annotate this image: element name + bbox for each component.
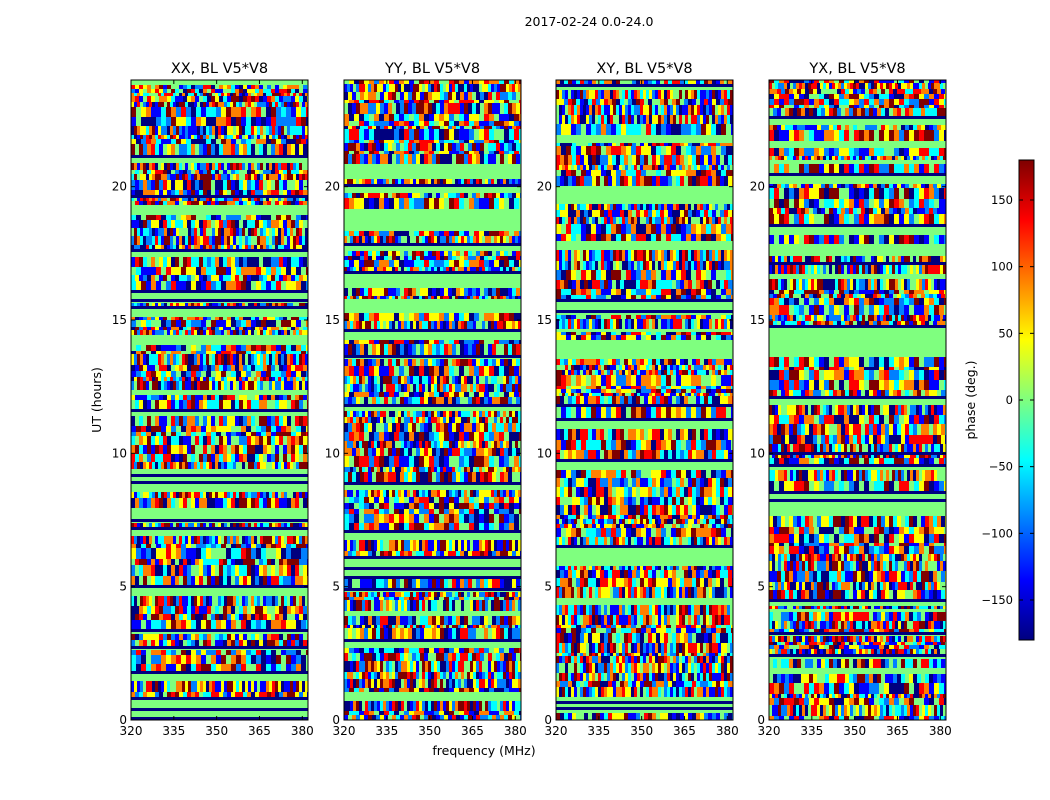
y-tick-label: 10 — [112, 446, 127, 460]
x-axis-label: frequency (MHz) — [432, 743, 535, 758]
x-tick-label: 335 — [800, 724, 823, 738]
phase-heatmap — [131, 80, 308, 720]
x-tick-label: 365 — [248, 724, 271, 738]
x-tick-label: 350 — [418, 724, 441, 738]
x-tick-label: 335 — [587, 724, 610, 738]
panel-title: YY, BL V5*V8 — [384, 61, 480, 77]
y-tick-label: 15 — [325, 313, 340, 327]
y-tick-label: 10 — [750, 446, 765, 460]
figure-suptitle: 2017-02-24 0.0-24.0 — [525, 14, 654, 29]
y-axis-label: UT (hours) — [89, 367, 104, 433]
colorbar-tick-label: −50 — [989, 460, 1013, 474]
y-tick-label: 0 — [757, 713, 765, 727]
panel-1: XX, BL V5*V8 320 335 350 365 380 0 5 10 15 20 UT (h… — [89, 61, 314, 738]
x-tick-label: 350 — [843, 724, 866, 738]
phase-heatmap — [556, 80, 733, 720]
colorbar-tick-label: −150 — [981, 593, 1013, 607]
panel-title: XX, BL V5*V8 — [171, 61, 268, 77]
x-tick-label: 380 — [291, 724, 314, 738]
colorbar: 150 100 50 0 −50 −100 −150 phase (deg.) — [963, 159, 1035, 641]
y-tick-label: 20 — [112, 180, 127, 194]
panel-title: XY, BL V5*V8 — [596, 61, 692, 77]
x-tick-label: 380 — [504, 724, 527, 738]
x-tick-label: 350 — [630, 724, 653, 738]
x-tick-label: 380 — [716, 724, 739, 738]
y-tick-label: 20 — [750, 180, 765, 194]
phase-heatmap — [344, 80, 521, 720]
x-tick-label: 350 — [205, 724, 228, 738]
x-tick-label: 320 — [120, 724, 143, 738]
x-tick-label: 335 — [162, 724, 185, 738]
y-tick-label: 15 — [537, 313, 552, 327]
axes-frame — [768, 79, 947, 721]
y-tick-label: 10 — [537, 446, 552, 460]
colorbar-tick-label: 150 — [991, 193, 1013, 207]
x-tick-label: 320 — [545, 724, 568, 738]
y-tick-label: 0 — [544, 713, 552, 727]
colorbar-tick-label: 50 — [998, 326, 1013, 340]
axes-frame — [130, 79, 309, 721]
colorbar-tick-label: −100 — [981, 526, 1013, 540]
colorbar-tick-label: 0 — [1006, 393, 1013, 407]
x-tick-label: 365 — [673, 724, 696, 738]
y-tick-label: 5 — [757, 580, 765, 594]
y-tick-label: 0 — [119, 713, 127, 727]
panel-title: YX, BL V5*V8 — [808, 61, 905, 77]
y-tick-label: 15 — [112, 313, 127, 327]
panel-4: YX, BL V5*V8 320 335 350 365 380 0 5 10 15 20 — [750, 61, 952, 738]
panel-2: YY, BL V5*V8 320 335 350 365 380 0 5 10 15 20 frequ… — [325, 61, 536, 758]
y-tick-label: 15 — [750, 313, 765, 327]
x-tick-label: 320 — [333, 724, 356, 738]
y-tick-label: 20 — [325, 180, 340, 194]
axes-frame — [343, 79, 522, 721]
x-tick-label: 365 — [886, 724, 909, 738]
y-tick-label: 20 — [537, 180, 552, 194]
y-tick-label: 10 — [325, 446, 340, 460]
colorbar-tick-label: 100 — [991, 260, 1013, 274]
x-tick-label: 320 — [758, 724, 781, 738]
x-tick-label: 335 — [375, 724, 398, 738]
y-tick-label: 5 — [332, 580, 340, 594]
phase-heatmap — [769, 80, 946, 720]
y-tick-label: 5 — [544, 580, 552, 594]
panel-3: XY, BL V5*V8 320 335 350 365 380 0 5 10 15 20 — [537, 61, 739, 738]
y-tick-label: 0 — [332, 713, 340, 727]
x-tick-label: 380 — [929, 724, 952, 738]
x-tick-label: 365 — [461, 724, 484, 738]
y-tick-label: 5 — [119, 580, 127, 594]
axes-frame — [555, 79, 734, 721]
colorbar-label: phase (deg.) — [963, 361, 978, 440]
